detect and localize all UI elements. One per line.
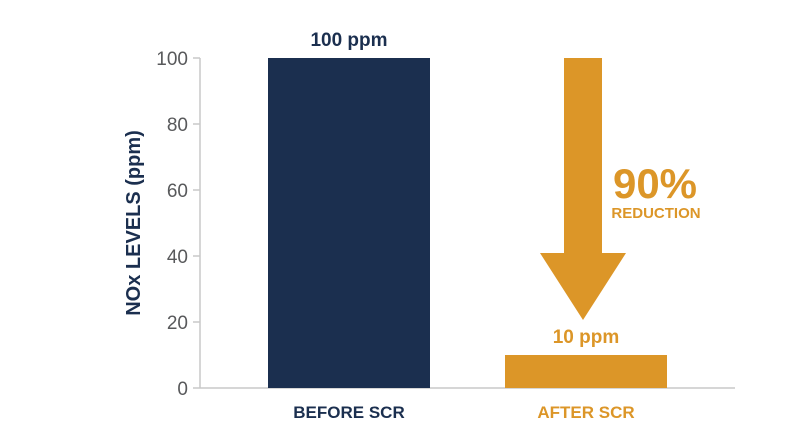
y-tick-label: 100	[156, 49, 188, 70]
data-label: 100 ppm	[310, 30, 387, 51]
y-axis-title: NOx LEVELS (ppm)	[123, 130, 145, 316]
reduction-label: REDUCTION	[611, 205, 700, 222]
y-tick-label: 60	[167, 181, 188, 202]
reduction-percent: 90%	[613, 160, 697, 207]
y-tick-label: 20	[167, 313, 188, 334]
category-label: AFTER SCR	[537, 403, 634, 422]
y-tick-group: 0 20 40 60 80 100	[156, 49, 200, 400]
data-label-group: 100 ppm 10 ppm	[310, 30, 619, 348]
bar-after-scr	[505, 355, 667, 388]
bar-before-scr	[268, 58, 430, 388]
category-label: BEFORE SCR	[293, 403, 404, 422]
y-tick-label: 80	[167, 115, 188, 136]
data-label: 10 ppm	[553, 327, 620, 348]
down-arrow-icon	[540, 58, 626, 320]
y-tick-label: 0	[177, 379, 188, 400]
y-tick-label: 40	[167, 247, 188, 268]
bar-group	[268, 58, 667, 388]
category-label-group: BEFORE SCR AFTER SCR	[293, 403, 634, 422]
